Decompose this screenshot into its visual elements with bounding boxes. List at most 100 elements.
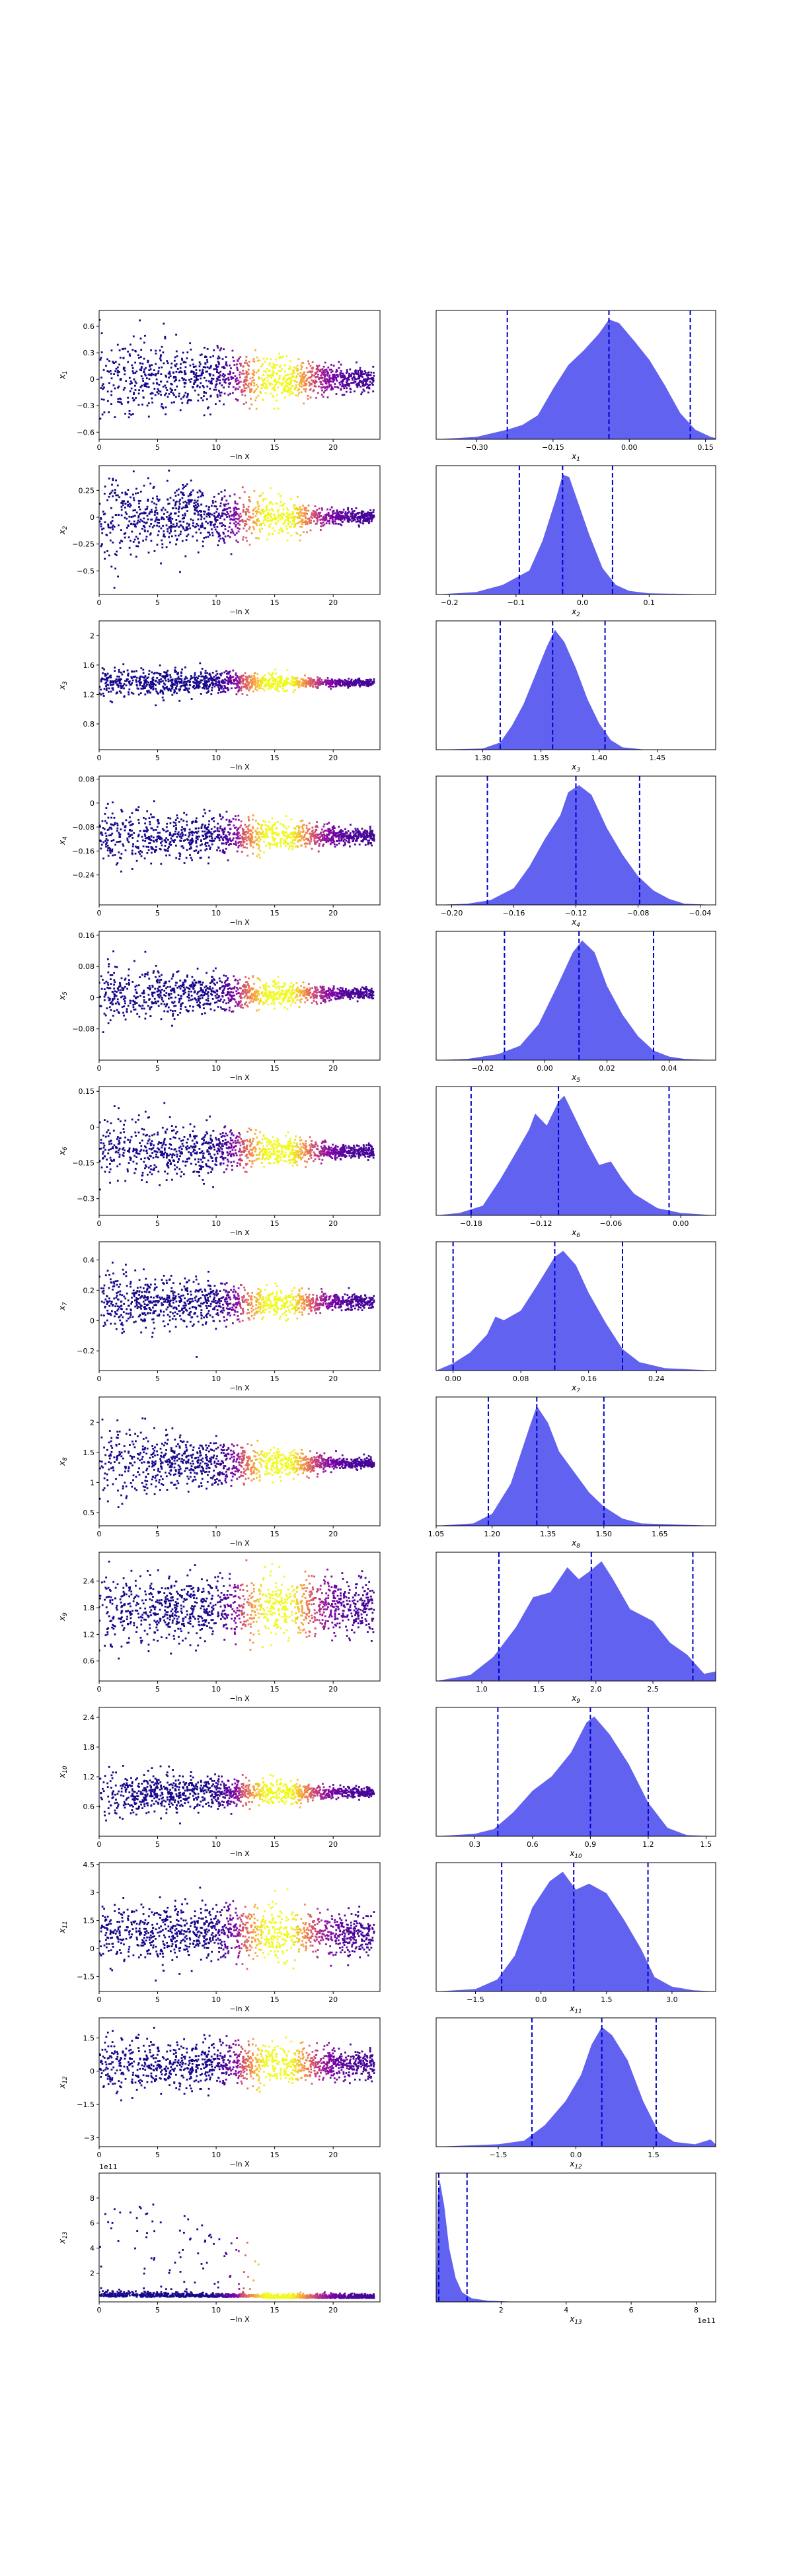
scatter-point — [205, 684, 207, 686]
scatter-point — [166, 380, 169, 383]
scatter-point — [117, 494, 119, 497]
scatter-point — [337, 386, 340, 389]
scatter-point — [153, 550, 156, 552]
scatter-point — [209, 366, 212, 369]
scatter-point — [186, 849, 188, 851]
scatter-point — [138, 520, 141, 523]
scatter-point — [247, 816, 250, 818]
scatter-point — [241, 373, 243, 375]
scatter-point — [297, 681, 299, 684]
scatter-point — [165, 516, 168, 518]
scatter-point — [152, 688, 155, 691]
scatter-point — [143, 830, 145, 832]
scatter-point — [300, 514, 302, 517]
scatter-point — [247, 369, 250, 371]
scatter-point — [186, 684, 188, 686]
scatter-point — [110, 403, 112, 405]
scatter-point — [312, 379, 314, 382]
scatter-point — [360, 836, 363, 838]
scatter-point — [248, 689, 250, 692]
scatter-point — [316, 365, 318, 367]
scatter-point — [173, 689, 176, 692]
scatter-point — [131, 670, 133, 673]
scatter-point — [250, 679, 252, 682]
scatter-point — [319, 682, 321, 684]
x-axis-label: −ln X — [229, 763, 250, 771]
scatter-point — [103, 411, 106, 413]
scatter-point — [167, 678, 170, 680]
scatter-point — [289, 845, 291, 847]
scatter-point — [322, 681, 324, 684]
scatter-point — [239, 371, 241, 374]
scatter-point — [344, 376, 346, 378]
scatter-point — [125, 380, 128, 382]
scatter-point — [278, 529, 281, 532]
scatter-point — [290, 844, 293, 847]
scatter-point — [191, 830, 194, 833]
scatter-point — [299, 372, 302, 374]
scatter-point — [293, 507, 295, 509]
scatter-point — [290, 832, 292, 835]
scatter-point — [102, 857, 104, 860]
scatter-point — [283, 684, 286, 687]
scatter-point — [203, 391, 206, 393]
scatter-point — [178, 507, 180, 509]
scatter-point — [161, 828, 164, 830]
scatter-points — [99, 318, 375, 420]
scatter-point — [330, 679, 333, 682]
scatter-point — [272, 396, 275, 398]
scatter-point — [305, 517, 307, 520]
scatter-point — [186, 392, 189, 395]
scatter-point — [358, 843, 361, 845]
scatter-point — [257, 843, 260, 846]
scatter-point — [330, 506, 333, 509]
scatter-point — [256, 501, 259, 503]
scatter-point — [200, 495, 202, 497]
scatter-point — [328, 384, 330, 386]
scatter-point — [169, 841, 172, 843]
scatter-point — [120, 378, 122, 381]
scatter-point — [165, 386, 167, 389]
scatter-point — [284, 380, 287, 382]
scatter-point — [138, 506, 140, 508]
scatter-point — [277, 408, 280, 410]
scatter-point — [282, 377, 285, 380]
scatter-point — [158, 836, 161, 839]
scatter-point — [295, 367, 297, 369]
x-tick-label: 20 — [328, 754, 338, 762]
scatter-point — [174, 530, 176, 532]
scatter-point — [182, 682, 185, 684]
scatter-point — [188, 847, 191, 850]
scatter-point — [331, 511, 334, 513]
scatter-point — [247, 836, 250, 839]
scatter-point — [145, 678, 147, 681]
scatter-point — [356, 518, 359, 520]
scatter-point — [148, 836, 150, 838]
scatter-point — [271, 374, 273, 376]
scatter-point — [218, 830, 221, 833]
scatter-point — [256, 520, 258, 522]
scatter-point — [230, 553, 233, 555]
scatter-point — [149, 365, 151, 368]
scatter-point — [359, 520, 361, 523]
scatter-point — [151, 671, 153, 674]
scatter-point — [235, 513, 237, 515]
scatter-point — [322, 834, 324, 836]
scatter-point — [366, 386, 368, 389]
scatter-point — [108, 371, 110, 373]
scatter-point — [188, 681, 191, 683]
scatter-point — [255, 396, 258, 399]
scatter-point — [137, 354, 139, 357]
scatter-point — [168, 392, 170, 395]
scatter-point — [285, 678, 288, 681]
scatter-point — [158, 836, 161, 838]
scatter-point — [139, 500, 141, 502]
scatter-point — [337, 680, 339, 683]
scatter-point — [216, 678, 219, 680]
scatter-point — [100, 376, 102, 379]
scatter-point — [350, 515, 352, 518]
scatter-point — [198, 369, 201, 372]
scatter-point — [226, 836, 228, 838]
scatter-point — [333, 373, 336, 376]
scatter-point — [283, 683, 285, 686]
